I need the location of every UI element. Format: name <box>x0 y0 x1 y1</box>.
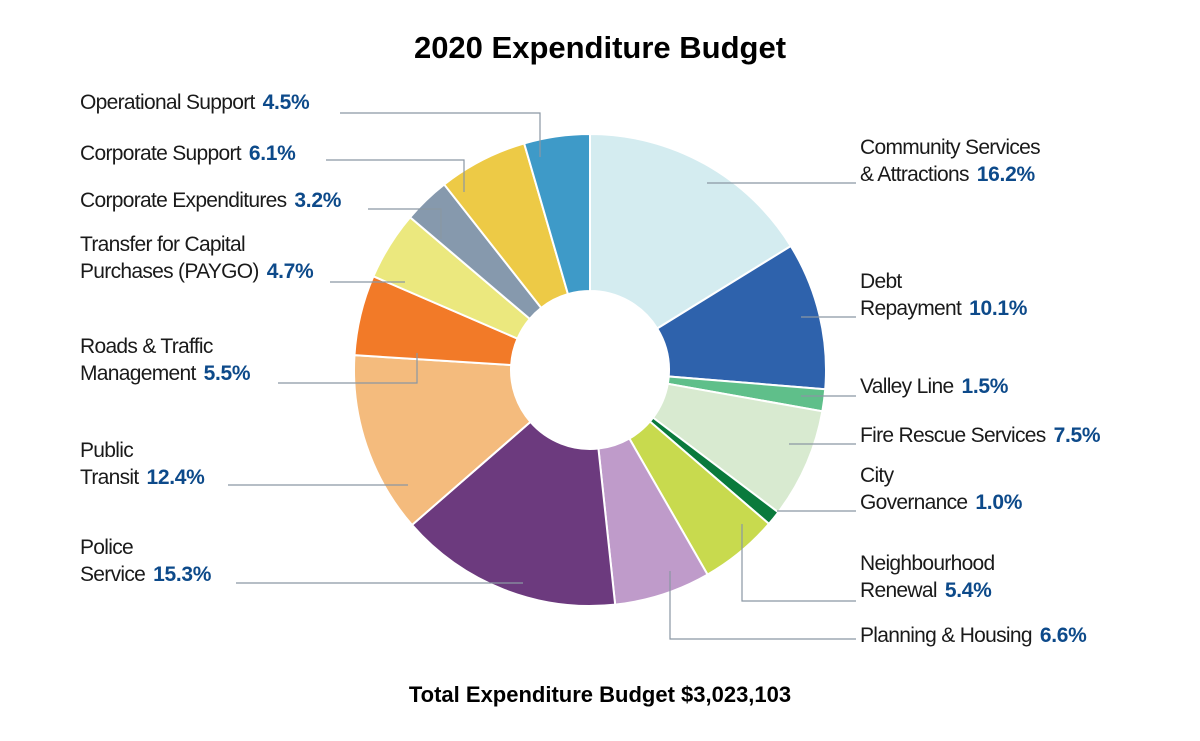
slice-label-text: Corporate Expenditures <box>80 189 287 212</box>
slice-label: Roads & Traffic Management 5.5% <box>80 333 251 387</box>
slice-percent: 4.5% <box>262 91 310 114</box>
slice-label: Operational Support 4.5% <box>80 89 310 116</box>
slice-label-text: Transit <box>80 466 139 489</box>
slice-label-line: Management 5.5% <box>80 360 251 387</box>
slice-label-line: Debt <box>860 268 1027 295</box>
slice-label-text: Management <box>80 362 196 385</box>
slice-label: Corporate Support 6.1% <box>80 140 296 167</box>
slice-label-line: Roads & Traffic <box>80 333 250 360</box>
slice-label-text: Public <box>80 439 134 462</box>
slice-operational-support <box>522 132 591 296</box>
slice-percent: 1.5% <box>961 375 1009 398</box>
slice-percent: 5.5% <box>203 362 251 385</box>
slice-label-line: Repayment 10.1% <box>860 295 1027 322</box>
slice-label-line: Public <box>80 437 205 464</box>
leader-line <box>669 571 856 640</box>
slice-percent: 15.3% <box>153 563 212 586</box>
slice-label-text: Operational Support <box>80 91 255 114</box>
slice-label-line: Service 15.3% <box>80 561 211 588</box>
slice-label-line: Purchases (PAYGO) 4.7% <box>80 258 314 285</box>
slice-label-text: Fire Rescue Services <box>860 424 1046 447</box>
leader-line <box>278 353 418 384</box>
slice-percent: 7.5% <box>1053 424 1101 447</box>
slice-label-line: Corporate Expenditures 3.2% <box>80 187 341 214</box>
slice-label-text: Police <box>80 536 134 559</box>
slice-percent: 12.4% <box>146 466 205 489</box>
slice-label-text: Corporate Support <box>80 142 242 165</box>
slice-label-text: Governance <box>860 491 968 514</box>
slice-label-text: Planning & Housing <box>860 624 1033 647</box>
slice-percent: 3.2% <box>294 189 342 212</box>
slice-percent: 1.0% <box>975 491 1023 514</box>
slice-label-line: Transit 12.4% <box>80 464 205 491</box>
slice-label-line: Planning & Housing 6.6% <box>860 622 1087 649</box>
slice-label: Corporate Expenditures 3.2% <box>80 187 341 214</box>
slice-debt-repayment <box>655 244 827 391</box>
slice-label-text: Renewal <box>860 579 938 602</box>
slice-label: Planning & Housing 6.6% <box>860 622 1087 649</box>
slice-label: Public Transit 12.4% <box>80 437 205 491</box>
slice-percent: 5.4% <box>944 579 992 602</box>
slice-label-line: Community Services <box>860 134 1041 161</box>
slice-label: Police Service 15.3% <box>80 534 211 588</box>
slice-label: Debt Repayment 10.1% <box>860 268 1027 322</box>
slice-label-line: Neighbourhood <box>860 550 995 577</box>
leader-line <box>326 159 465 192</box>
leader-line <box>368 208 442 239</box>
slice-label-text: Community Services <box>860 136 1041 159</box>
slice-police-service <box>410 420 617 607</box>
slice-label-line: Police <box>80 534 211 561</box>
slice-label-text: Neighbourhood <box>860 552 995 575</box>
slice-percent: 6.6% <box>1039 624 1087 647</box>
slice-label-text: Transfer for Capital <box>80 233 246 256</box>
slice-label-line: Renewal 5.4% <box>860 577 995 604</box>
slice-label-line: Corporate Support 6.1% <box>80 140 296 167</box>
slice-percent: 6.1% <box>248 142 296 165</box>
slice-label-text: & Attractions <box>860 163 969 186</box>
chart-title: 2020 Expenditure Budget <box>413 30 787 65</box>
slice-label: City Governance 1.0% <box>860 462 1022 516</box>
slice-label-line: Valley Line 1.5% <box>860 373 1008 400</box>
slice-label-line: Operational Support 4.5% <box>80 89 310 116</box>
slice-percent: 16.2% <box>976 163 1035 186</box>
slice-label: Valley Line 1.5% <box>860 373 1008 400</box>
slice-label-text: Roads & Traffic <box>80 335 213 358</box>
slice-label-line: Fire Rescue Services 7.5% <box>860 422 1101 449</box>
slice-label: Community Services & Attractions 16.2% <box>860 134 1041 188</box>
slice-label-line: Transfer for Capital <box>80 231 313 258</box>
slice-label-text: Purchases (PAYGO) <box>80 260 259 283</box>
slice-percent: 4.7% <box>266 260 314 283</box>
slice-label-text: Valley Line <box>860 375 954 398</box>
leader-line <box>741 524 856 602</box>
slice-label-line: Governance 1.0% <box>860 489 1022 516</box>
slice-label-text: Debt <box>860 270 902 293</box>
slice-label-text: Service <box>80 563 146 586</box>
slice-label-text: City <box>860 464 894 487</box>
leader-line <box>340 112 541 157</box>
slice-label: Fire Rescue Services 7.5% <box>860 422 1101 449</box>
slice-label-text: Repayment <box>860 297 962 320</box>
slice-label: Neighbourhood Renewal 5.4% <box>860 550 995 604</box>
total-budget-label: Total Expenditure Budget $3,023,103 <box>408 682 792 707</box>
slice-percent: 10.1% <box>969 297 1028 320</box>
slice-community-services-attractions <box>589 132 793 330</box>
slice-label: Transfer for Capital Purchases (PAYGO) 4.7… <box>80 231 314 285</box>
slice-label-line: City <box>860 462 1022 489</box>
slice-label-line: & Attractions 16.2% <box>860 161 1040 188</box>
